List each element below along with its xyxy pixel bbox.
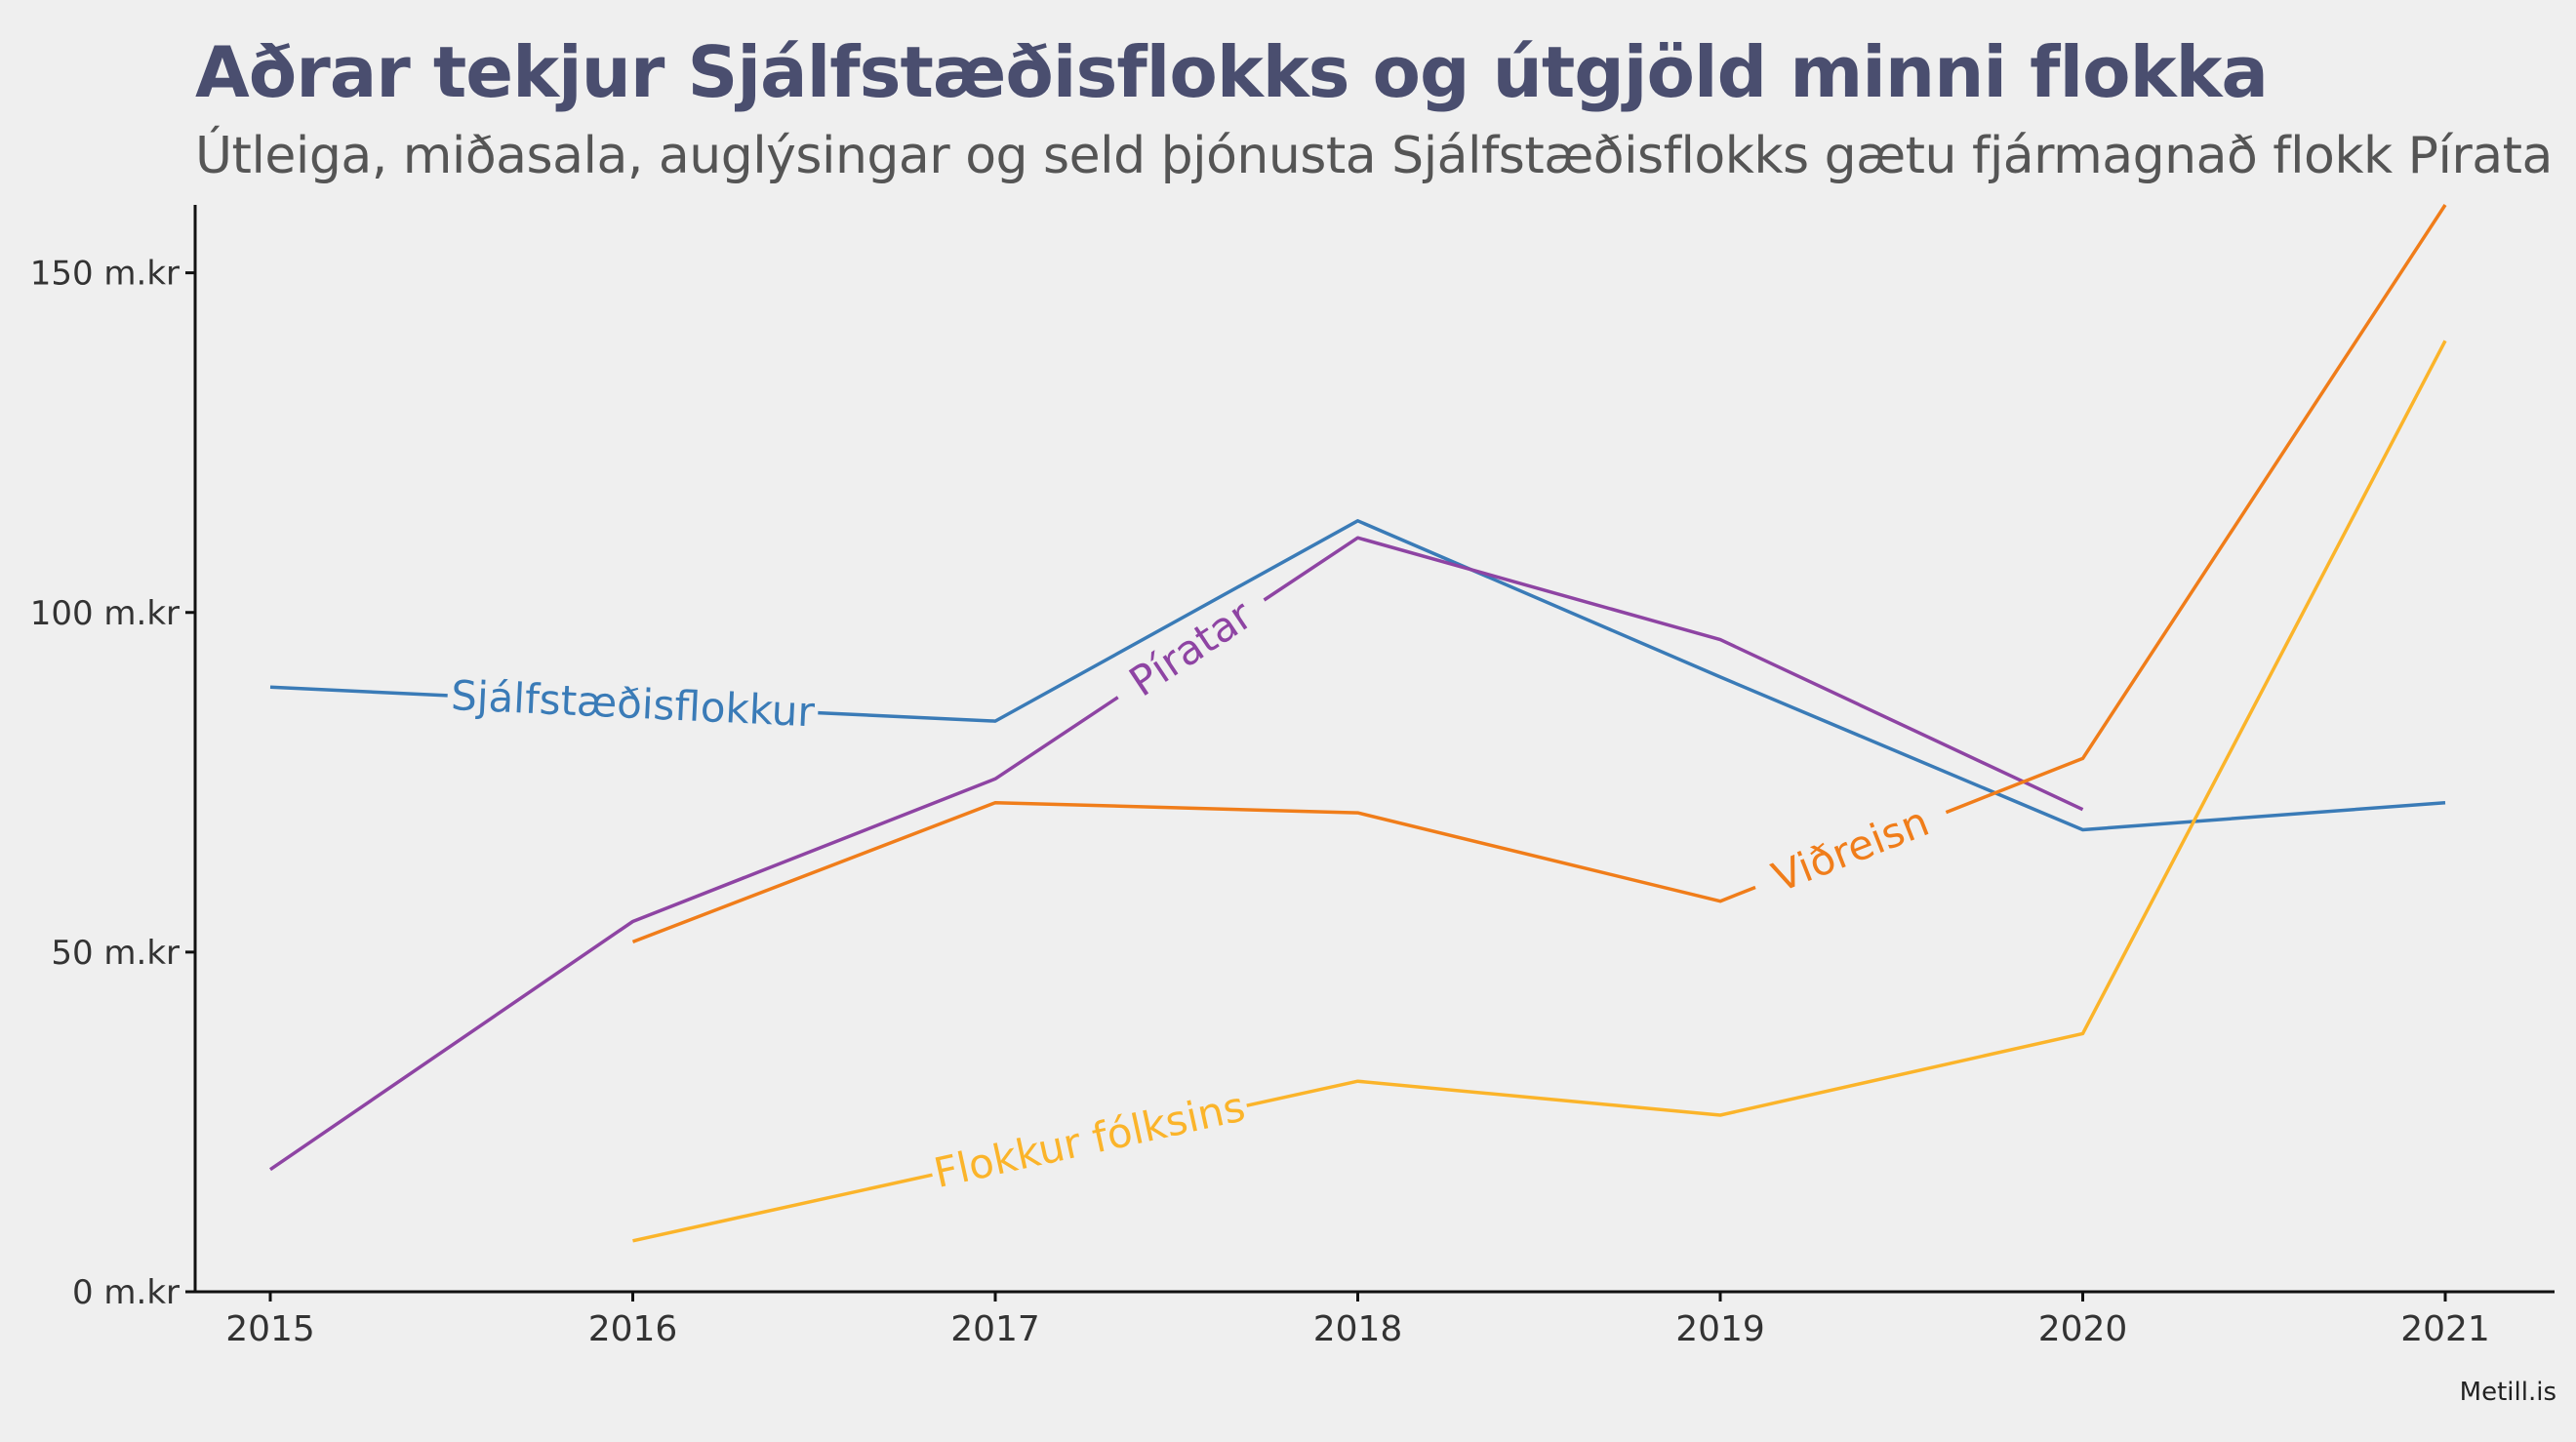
series-label: Viðreisn xyxy=(1766,797,1936,901)
series-label: Sjálfstæðisflokkur xyxy=(450,671,816,736)
series-line xyxy=(269,696,1119,1172)
series-line xyxy=(1246,340,2447,1117)
series-line xyxy=(818,519,2446,832)
x-tick-label: 2017 xyxy=(950,1309,1040,1349)
chart-subtitle: Útleiga, miðasala, auglýsingar og seld þ… xyxy=(195,127,2553,185)
series-line xyxy=(632,1173,933,1243)
x-tick-label: 2015 xyxy=(225,1309,315,1349)
series-line xyxy=(1945,204,2447,815)
caption: Metill.is xyxy=(2459,1378,2556,1407)
y-tick-label: 0 m.kr xyxy=(72,1273,180,1312)
x-tick-label: 2020 xyxy=(2038,1309,2128,1349)
x-tick-label: 2018 xyxy=(1313,1309,1403,1349)
series-line xyxy=(269,685,448,698)
series-line xyxy=(1263,536,2084,812)
series-line xyxy=(631,800,1756,944)
x-tick-label: 2021 xyxy=(2400,1309,2490,1349)
x-tick-label: 2019 xyxy=(1675,1309,1765,1349)
series-label: Flokkur fólksins xyxy=(930,1082,1250,1197)
y-tick-label: 100 m.kr xyxy=(30,594,180,633)
chart-title: Aðrar tekjur Sjálfstæðisflokks og útgjöl… xyxy=(195,31,2269,113)
x-tick-label: 2016 xyxy=(588,1309,678,1349)
series-label: Píratar xyxy=(1121,590,1262,705)
y-tick-label: 150 m.kr xyxy=(30,255,180,294)
y-tick-label: 50 m.kr xyxy=(51,934,180,973)
